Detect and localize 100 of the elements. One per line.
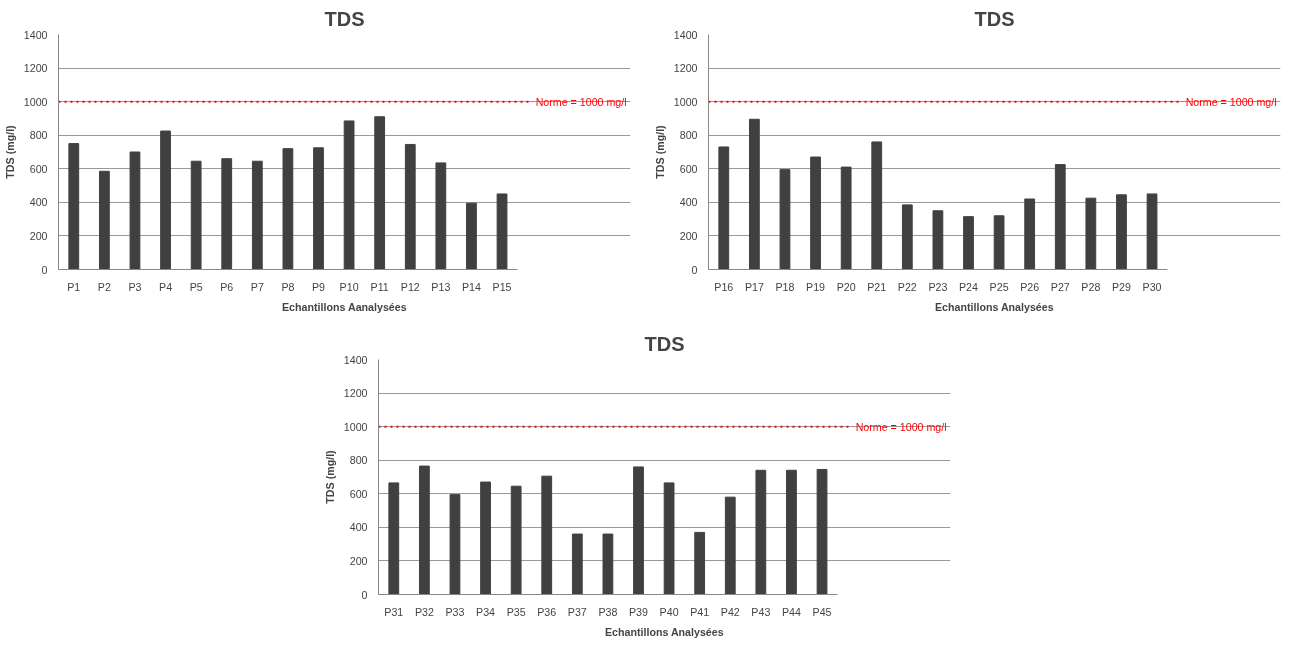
x-tick-label: P19 [806,280,826,293]
bar [466,202,477,270]
y-tick-label: 0 [361,588,368,601]
bar [786,469,797,595]
x-tick-label: P44 [781,605,801,618]
bar [1146,193,1158,270]
x-tick-label: P34 [476,605,496,618]
y-tick-label: 1400 [23,28,48,41]
bar [98,170,110,270]
x-tick-label: P25 [989,280,1009,293]
bar [633,466,644,595]
x-tick-label: P27 [1050,280,1070,293]
y-tick-label: 600 [349,487,368,500]
x-tick-label: P4 [159,280,173,293]
bar [1085,197,1097,270]
y-tick-label: 0 [41,263,48,276]
y-tick-label: 200 [29,229,48,242]
y-tick-label: 200 [349,554,368,567]
ref-line-label: Norme = 1000 mg/l [535,95,627,108]
x-tick-label: P43 [751,605,771,618]
y-tick-label: 200 [679,229,698,242]
bar [748,118,760,270]
bar [282,148,294,270]
y-tick-label: 1400 [673,28,698,41]
y-tick-label: 400 [349,521,368,534]
x-tick-label: P10 [339,280,359,293]
y-tick-label: 400 [29,196,48,209]
bar [68,143,80,270]
x-tick-label: P13 [431,280,451,293]
bar [480,481,491,595]
x-tick-label: P41 [690,605,710,618]
y-axis-title: TDS (mg/l) [3,124,16,179]
x-tick-label: P37 [567,605,587,618]
bar [496,193,508,270]
x-tick-label: P11 [370,280,389,293]
x-tick-label: P29 [1111,280,1131,293]
bar [871,141,883,270]
y-tick-label: 600 [29,162,48,175]
x-tick-label: P39 [629,605,649,618]
x-tick-label: P18 [775,280,795,293]
bar [541,475,553,595]
x-tick-label: P12 [400,280,420,293]
ref-line-label: Norme = 1000 mg/l [855,420,947,433]
bar [313,147,324,270]
y-tick-label: 600 [679,162,698,175]
bar [724,496,736,595]
x-tick-label: P21 [867,280,887,293]
x-tick-label: P23 [928,280,948,293]
x-tick-label: P38 [598,605,618,618]
bar [343,120,355,270]
x-tick-label: P3 [128,280,142,293]
y-tick-label: 1400 [343,353,368,366]
x-tick-label: P40 [659,605,679,618]
y-tick-label: 1000 [343,420,368,433]
bar [190,160,202,270]
x-axis-title: Echantillons Analysées [604,625,724,638]
x-tick-label: P35 [506,605,526,618]
x-tick-label: P28 [1081,280,1101,293]
x-tick-label: P16 [714,280,734,293]
y-tick-label: 800 [679,129,698,142]
bar [129,151,141,270]
bar [1054,164,1066,270]
bar [663,482,675,595]
x-tick-label: P2 [97,280,111,293]
x-tick-label: P30 [1142,280,1162,293]
bar [963,216,974,270]
bar [810,156,821,270]
x-tick-label: P24 [959,280,979,293]
bar [1024,198,1036,270]
bar [901,204,913,270]
chart-title: TDS [644,332,685,355]
x-tick-label: P36 [537,605,557,618]
x-tick-label: P31 [384,605,404,618]
x-tick-label: P14 [461,280,481,293]
x-tick-label: P42 [720,605,740,618]
bar [418,465,430,595]
bar [221,158,233,270]
bar [388,482,400,595]
x-tick-label: P22 [897,280,917,293]
bar [718,146,730,270]
y-axis-title: TDS (mg/l) [653,124,666,179]
x-tick-label: P15 [492,280,512,293]
x-tick-label: P5 [189,280,203,293]
bar [435,162,447,270]
y-tick-label: 800 [349,454,368,467]
bar [993,215,1005,270]
y-tick-label: 1200 [343,387,368,400]
bar [932,210,944,270]
bar [160,130,171,270]
y-tick-label: 1200 [673,62,698,75]
x-tick-label: P1 [67,280,81,293]
bar [251,160,263,270]
x-tick-label: P33 [445,605,465,618]
ref-line-label: Norme = 1000 mg/l [1185,95,1277,108]
bar [602,533,614,595]
y-tick-label: 800 [29,129,48,142]
x-tick-label: P45 [812,605,832,618]
chart-title: TDS [324,7,365,30]
y-tick-label: 0 [691,263,698,276]
y-tick-label: 1000 [23,95,48,108]
